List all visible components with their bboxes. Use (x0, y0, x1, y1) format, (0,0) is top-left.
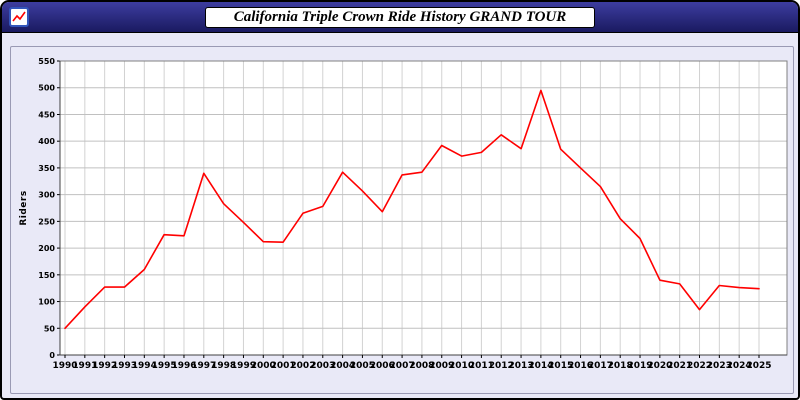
x-tick-label: 2023 (707, 361, 732, 371)
x-tick-label: 2013 (509, 361, 534, 371)
x-tick-label: 2018 (608, 361, 633, 371)
x-tick-label: 1992 (92, 361, 117, 371)
y-tick-label: 350 (38, 164, 55, 173)
x-tick-label: 2017 (588, 361, 613, 371)
x-tick-label: 1998 (211, 361, 236, 371)
chart-panel: Riders 0 50 100 150 200 250 300 350 400 450 500 550… (10, 46, 794, 394)
x-tick-label: 2014 (528, 361, 553, 371)
x-tick-label: 2016 (568, 361, 593, 371)
plot-area (60, 61, 787, 355)
x-tick-label: 1995 (152, 361, 177, 371)
x-tick-label: 2009 (429, 361, 454, 371)
x-tick-label: 2020 (647, 361, 672, 371)
x-tick-label: 1993 (112, 361, 137, 371)
y-tick-label: 400 (38, 137, 55, 146)
x-tick-label: 2003 (310, 361, 335, 371)
x-tick-label: 2007 (390, 361, 415, 371)
window-titlebar[interactable]: California Triple Crown Ride History GRA… (2, 2, 798, 33)
y-tick-label: 200 (38, 244, 55, 253)
y-tick-label: 550 (38, 57, 55, 66)
y-tick-label: 450 (38, 110, 55, 119)
x-tick-label: 2011 (469, 361, 494, 371)
y-tick-label: 150 (38, 271, 55, 280)
x-tick-label: 2015 (548, 361, 573, 371)
x-tick-label: 1991 (72, 361, 97, 371)
x-tick-label: 2022 (687, 361, 712, 371)
x-tick-label: 2019 (627, 361, 652, 371)
y-tick-label: 300 (38, 191, 55, 200)
x-tick-label: 2002 (290, 361, 315, 371)
x-tick-label: 2012 (489, 361, 514, 371)
x-tick-label: 2010 (449, 361, 474, 371)
x-tick-label: 2006 (370, 361, 395, 371)
x-tick-label: 2024 (727, 361, 752, 371)
y-tick-label: 500 (38, 84, 55, 93)
x-tick-label: 2005 (350, 361, 375, 371)
x-tick-label: 2000 (251, 361, 276, 371)
x-tick-label: 1999 (231, 361, 256, 371)
window-title: California Triple Crown Ride History GRA… (204, 6, 596, 28)
y-tick-label: 250 (38, 217, 55, 226)
y-tick-label: 50 (44, 324, 56, 333)
riders-line (64, 89, 760, 330)
x-tick-label: 2008 (409, 361, 434, 371)
x-tick-label: 2001 (271, 361, 296, 371)
x-tick-label: 2021 (667, 361, 692, 371)
chart-svg: 0501001502002503003504004505005501990199… (38, 57, 788, 371)
x-tick-label: 1996 (171, 361, 196, 371)
y-tick-label: 0 (49, 351, 55, 360)
mini-line-chart-icon[interactable] (9, 7, 29, 27)
x-tick-label: 2004 (330, 361, 355, 371)
y-tick-label: 100 (38, 298, 55, 307)
x-tick-label: 1990 (52, 361, 77, 371)
x-tick-label: 1997 (191, 361, 216, 371)
x-tick-label: 2025 (746, 361, 771, 371)
x-tick-label: 1994 (132, 361, 157, 371)
